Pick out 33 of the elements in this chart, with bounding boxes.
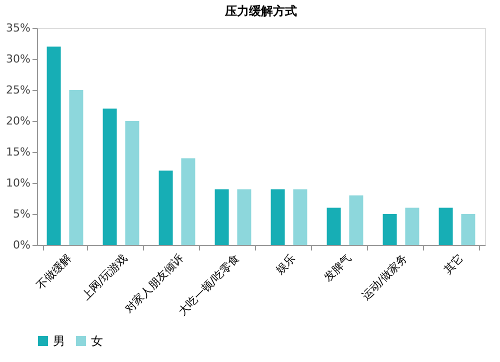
legend-label: 男 [53, 334, 65, 348]
y-tick-label: 30% [6, 52, 30, 66]
y-tick-label: 20% [6, 114, 30, 128]
bar [293, 189, 308, 245]
y-tick-label: 25% [6, 84, 30, 96]
x-tick-label: 娱乐 [273, 252, 298, 277]
chart-title: 压力缓解方式 [224, 4, 297, 18]
bar [326, 208, 341, 245]
bar [214, 189, 229, 245]
legend-label: 女 [91, 334, 103, 348]
x-tick-label: 不做缓解 [34, 252, 74, 292]
bar [349, 195, 364, 245]
bar [405, 208, 420, 245]
bar [237, 189, 252, 245]
y-tick-label: 10% [6, 176, 30, 190]
bar [181, 158, 196, 245]
bar [270, 189, 285, 245]
x-tick-label: 其它 [441, 252, 466, 277]
bar [46, 46, 61, 245]
bar [461, 214, 476, 245]
y-tick-label: 35% [6, 22, 30, 34]
x-tick-label: 运动/做家务 [359, 252, 410, 303]
bar [158, 170, 173, 245]
bar [382, 214, 397, 245]
x-tick-label: 上网/玩游戏 [79, 252, 130, 303]
x-tick-label: 发脾气 [321, 252, 354, 284]
y-tick-label: 5% [13, 208, 30, 220]
bar [125, 121, 140, 245]
y-tick-label: 15% [6, 146, 30, 158]
y-tick-label: 0% [13, 238, 30, 252]
bar [102, 108, 117, 245]
bar [438, 208, 453, 245]
bar [69, 90, 84, 245]
